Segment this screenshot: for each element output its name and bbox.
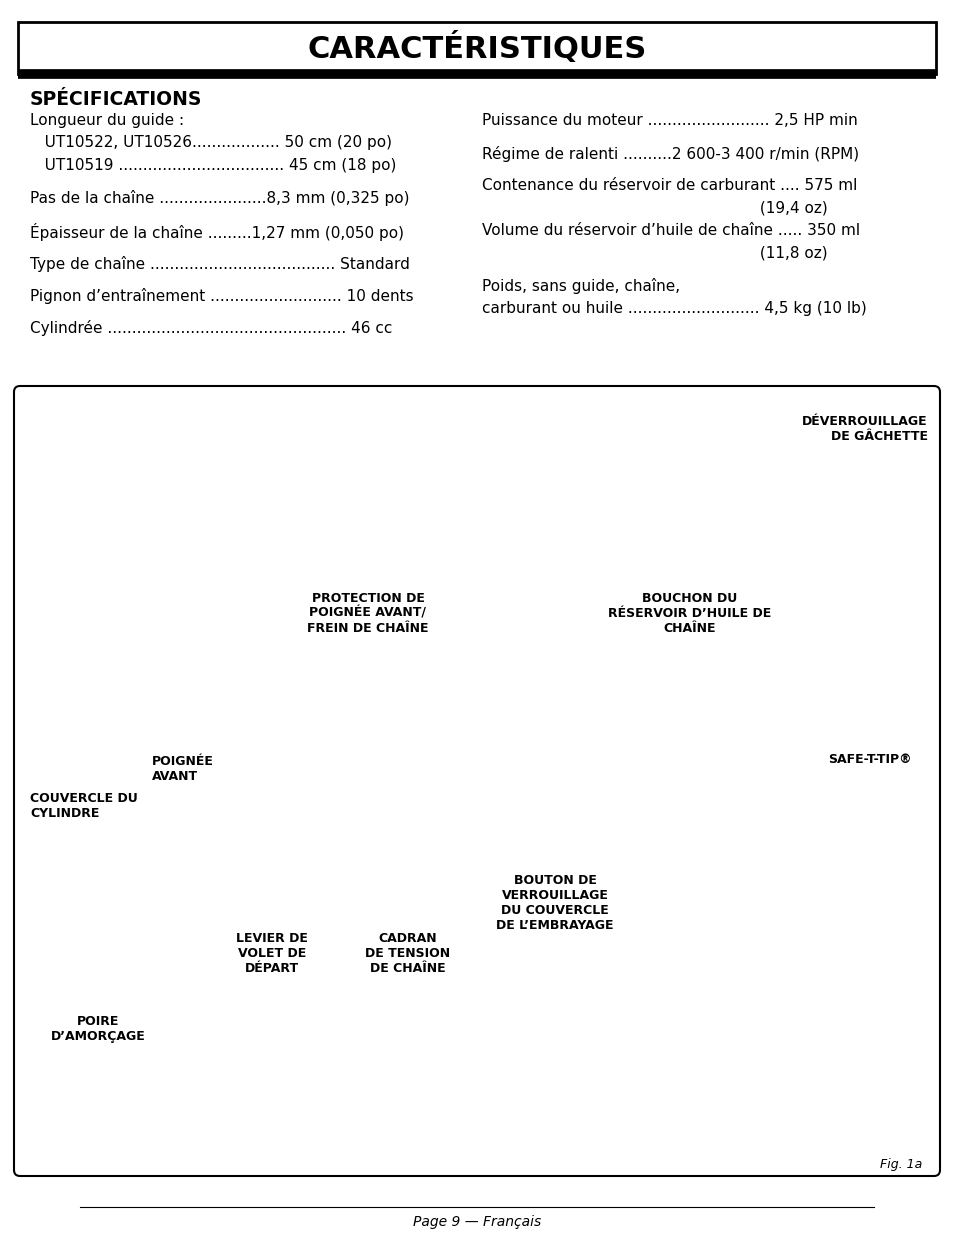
FancyBboxPatch shape xyxy=(14,387,939,1176)
Text: Régime de ralenti ..........2 600-3 400 r/min (RPM): Régime de ralenti ..........2 600-3 400 … xyxy=(481,146,859,162)
Text: CARACTÉRISTIQUES: CARACTÉRISTIQUES xyxy=(307,32,646,64)
Text: Pignon d’entraînement ........................... 10 dents: Pignon d’entraînement ..................… xyxy=(30,288,414,304)
Text: BOUTON DE
VERROUILLAGE
DU COUVERCLE
DE L’EMBRAYAGE: BOUTON DE VERROUILLAGE DU COUVERCLE DE L… xyxy=(496,874,613,932)
Text: Pas de la chaîne ......................8,3 mm (0,325 po): Pas de la chaîne ......................8… xyxy=(30,190,409,206)
Text: (11,8 oz): (11,8 oz) xyxy=(481,246,827,261)
Text: Poids, sans guide, chaîne,: Poids, sans guide, chaîne, xyxy=(481,278,679,294)
Text: PROTECTION DE
POIGNÉE AVANT/
FREIN DE CHAÎNE: PROTECTION DE POIGNÉE AVANT/ FREIN DE CH… xyxy=(307,592,428,635)
Text: Contenance du réservoir de carburant .... 575 ml: Contenance du réservoir de carburant ...… xyxy=(481,178,857,193)
Text: COUVERCLE DU
CYLINDRE: COUVERCLE DU CYLINDRE xyxy=(30,792,137,820)
Text: POIGNÉE
AVANT: POIGNÉE AVANT xyxy=(152,755,213,783)
Text: CADRAN
DE TENSION
DE CHAÎNE: CADRAN DE TENSION DE CHAÎNE xyxy=(365,932,450,974)
Text: Cylindrée ................................................. 46 cc: Cylindrée ..............................… xyxy=(30,321,392,336)
Text: Type de chaîne ...................................... Standard: Type de chaîne .........................… xyxy=(30,256,410,272)
FancyBboxPatch shape xyxy=(18,22,935,74)
Text: Puissance du moteur ......................... 2,5 HP min: Puissance du moteur ....................… xyxy=(481,112,857,128)
Text: Page 9 — Français: Page 9 — Français xyxy=(413,1215,540,1229)
Text: SAFE-T-TIP®: SAFE-T-TIP® xyxy=(827,753,911,766)
Text: UT10522, UT10526.................. 50 cm (20 po): UT10522, UT10526.................. 50 cm… xyxy=(30,136,392,151)
Text: UT10519 .................................. 45 cm (18 po): UT10519 ................................… xyxy=(30,158,395,173)
Text: POIRE
D’AMORÇAGE: POIRE D’AMORÇAGE xyxy=(51,1015,145,1044)
Text: Épaisseur de la chaîne .........1,27 mm (0,050 po): Épaisseur de la chaîne .........1,27 mm … xyxy=(30,224,403,241)
Text: Longueur du guide :: Longueur du guide : xyxy=(30,112,184,128)
Text: (19,4 oz): (19,4 oz) xyxy=(481,200,827,215)
Text: carburant ou huile ........................... 4,5 kg (10 lb): carburant ou huile .....................… xyxy=(481,300,866,315)
Text: Fig. 1a: Fig. 1a xyxy=(879,1158,921,1171)
Text: DÉVERROUILLAGE
DE GÂCHETTE: DÉVERROUILLAGE DE GÂCHETTE xyxy=(801,415,927,443)
Text: LEVIER DE
VOLET DE
DÉPART: LEVIER DE VOLET DE DÉPART xyxy=(235,932,308,974)
Text: Volume du réservoir d’huile de chaîne ..... 350 ml: Volume du réservoir d’huile de chaîne ..… xyxy=(481,224,860,238)
Text: BOUCHON DU
RÉSERVOIR D’HUILE DE
CHAÎNE: BOUCHON DU RÉSERVOIR D’HUILE DE CHAÎNE xyxy=(608,592,771,635)
Text: SPÉCIFICATIONS: SPÉCIFICATIONS xyxy=(30,90,202,109)
